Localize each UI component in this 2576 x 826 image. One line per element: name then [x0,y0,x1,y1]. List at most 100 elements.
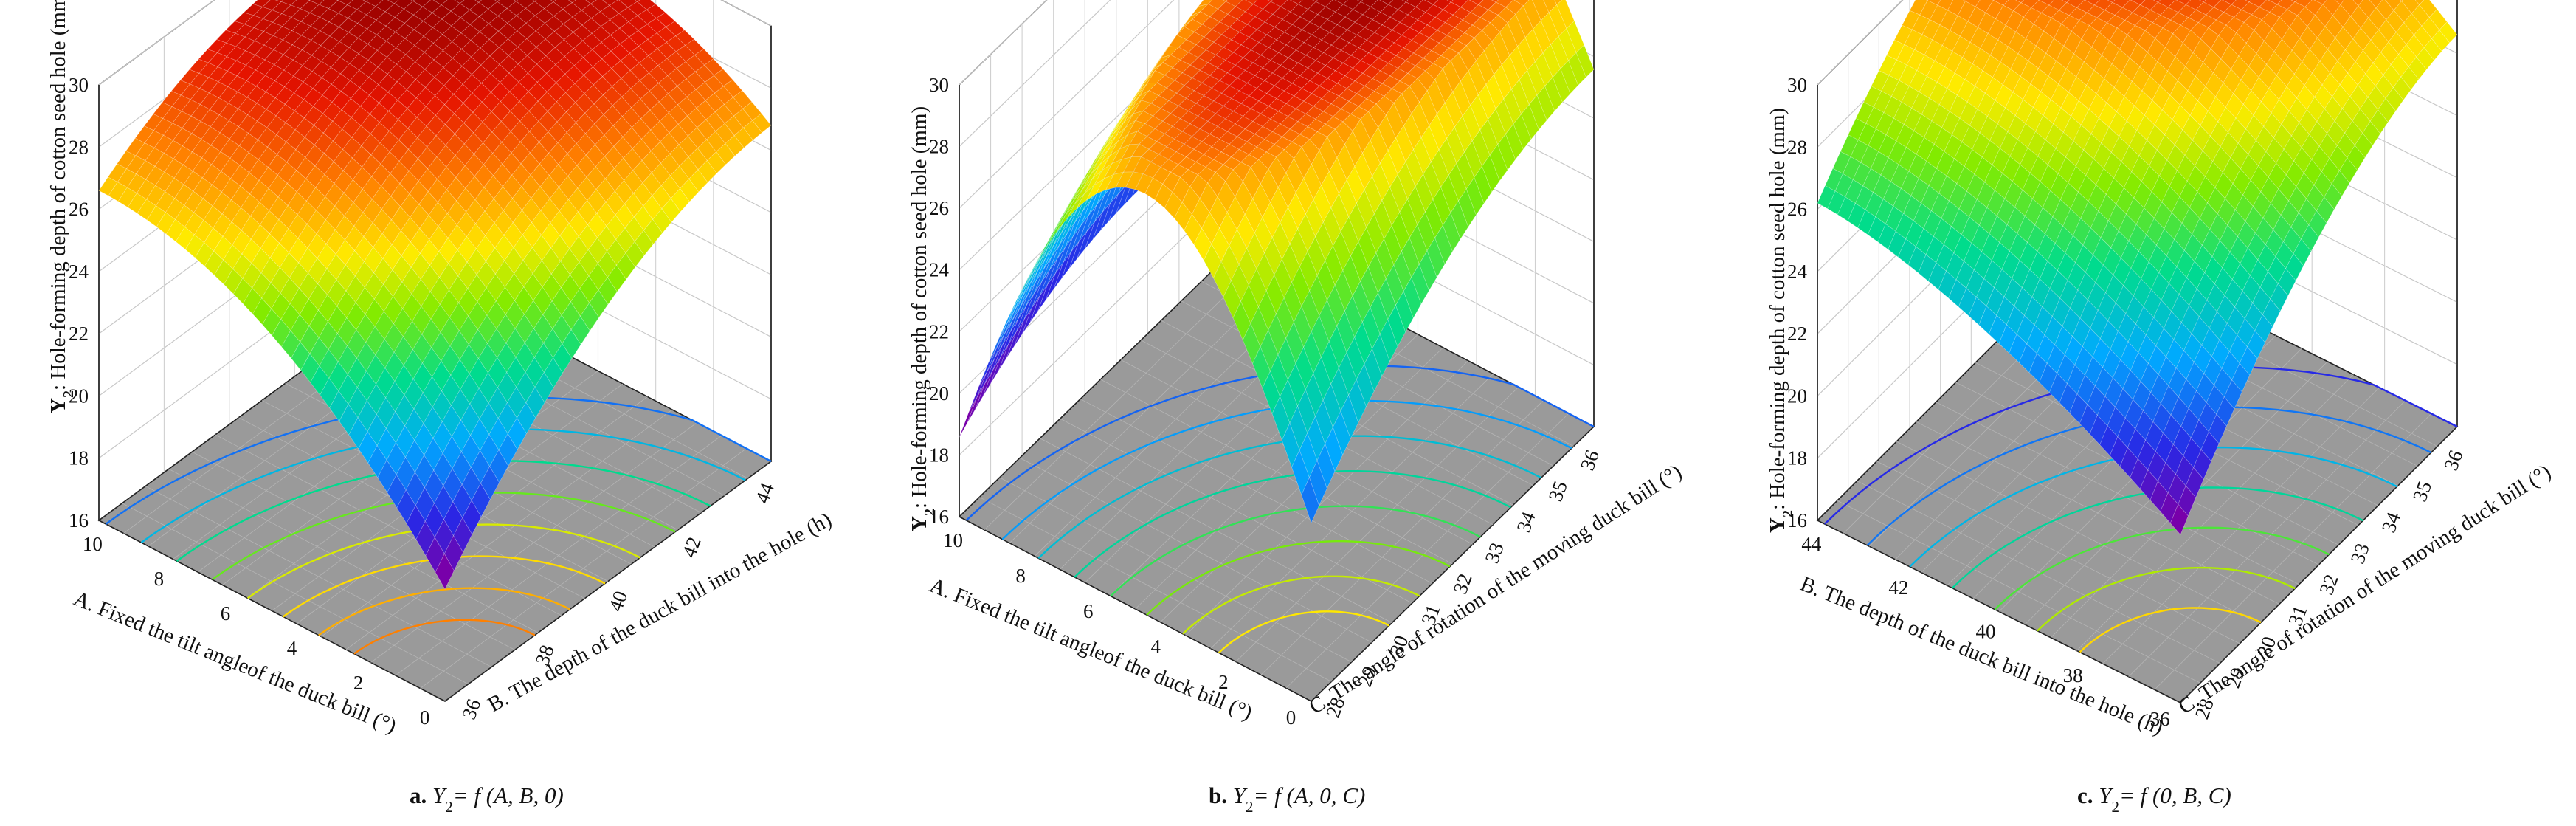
x-tick-label: 0 [1286,706,1296,729]
surface-cell [345,275,365,303]
surface-cell [1072,200,1091,237]
surface-cell [715,123,735,144]
surface-cell [300,0,320,13]
surface-cell [1051,221,1070,258]
surface-cell [1291,16,1311,30]
surface-cell [264,49,284,66]
z-tick-label: 20 [69,385,89,407]
surface-cell [282,30,303,46]
surface-cell [1000,318,1018,358]
contour-line [1074,470,1511,578]
surface-cell [1068,231,1088,269]
surface-cell [356,342,376,372]
surface-cell [1095,173,1115,195]
surface-cell [332,128,353,150]
surface-cell [250,224,270,249]
surface-cell [1193,141,1212,155]
z-axis-title: Y2: Hole-forming depth of cotton seed ho… [908,106,938,531]
surface-cell [260,257,280,283]
surface-cell [322,120,343,142]
x-tick-label: 40 [1976,621,1996,643]
surface-cell [294,117,314,138]
x-tick-label: 8 [154,568,165,590]
surface-cell [342,137,362,159]
surface-cell [98,176,118,196]
y-tick-label: 33 [2347,540,2374,567]
surface-cell [259,187,279,211]
surface-cell [340,80,360,99]
surface-cell [350,69,370,89]
surface-cell [1462,12,1481,26]
surface-cell [632,159,652,184]
surface-cell [305,165,325,188]
z-axis-title: Y2: Hole-forming depth of cotton seed ho… [46,0,77,413]
y-tick-label: 36 [457,696,485,723]
surface-cell [532,0,537,2]
surface-cell [325,229,345,255]
surface-cell [324,161,344,185]
y-tick-label: 35 [2408,478,2436,505]
floor-gridline [984,255,1268,531]
surface-cell [248,140,268,160]
surface-cell [630,80,650,100]
z-tick-label: 30 [69,74,89,96]
surface-cell [294,81,314,100]
surface-cell [218,103,239,121]
surface-cell [1446,0,1454,3]
surface-cell [291,21,311,36]
surface-cell [258,127,277,148]
surface-cell [976,358,995,398]
z-tick-label: 22 [69,323,89,345]
panel-b: 1618202224262830024681028293031323334353… [908,0,1686,816]
surface-cell [289,238,308,264]
surface-cell [216,30,236,44]
x-tick-label: 0 [420,706,430,729]
surface-cell [1434,68,1454,104]
surface-cell [1450,52,1469,82]
surface-cell [975,370,993,410]
contour-line [1110,505,1481,597]
surface-cell [153,134,173,154]
surface-cell [1014,275,1032,312]
surface-cell [173,145,193,165]
surface-cell [1450,200,1469,240]
surface-cell [1360,0,1378,7]
surface-cell [285,110,305,131]
surface-cell [1015,268,1035,304]
surface-cell [1312,0,1318,2]
surface-cell [328,333,348,362]
surface-cell [237,80,257,98]
y-tick-label: 36 [2439,447,2467,474]
surface-cell [382,244,402,271]
surface-cell [1225,0,1243,7]
surface-cell [345,250,365,277]
surface-cell [567,0,576,3]
surface-cell [319,348,339,379]
surface-cell [351,106,370,126]
surface-cell [1511,79,1530,115]
surface-cell [162,91,182,107]
surface-cell [211,151,231,172]
surface-cell [210,114,229,134]
surface-cell [1434,9,1454,23]
surface-cell [1494,64,1512,100]
surface-cell [239,152,259,173]
y-tick-label: 44 [751,480,779,506]
surface-cell [308,0,325,5]
surface-cell [633,205,653,231]
surface-cell [301,25,321,41]
surface-cell [1423,161,1441,200]
surface-cell [337,4,358,18]
surface-cell [355,286,375,315]
surface-cell [635,0,640,2]
surface-cell [212,191,232,215]
surface-cell [376,427,396,461]
surface-cell [1043,233,1062,269]
surface-cell [1315,111,1334,125]
surface-cell [293,65,313,83]
surface-cell [1217,118,1236,132]
surface-cell [291,341,311,371]
surface-cell [286,149,306,171]
z-tick-label: 18 [1787,447,1807,469]
surface-cell [253,18,274,32]
